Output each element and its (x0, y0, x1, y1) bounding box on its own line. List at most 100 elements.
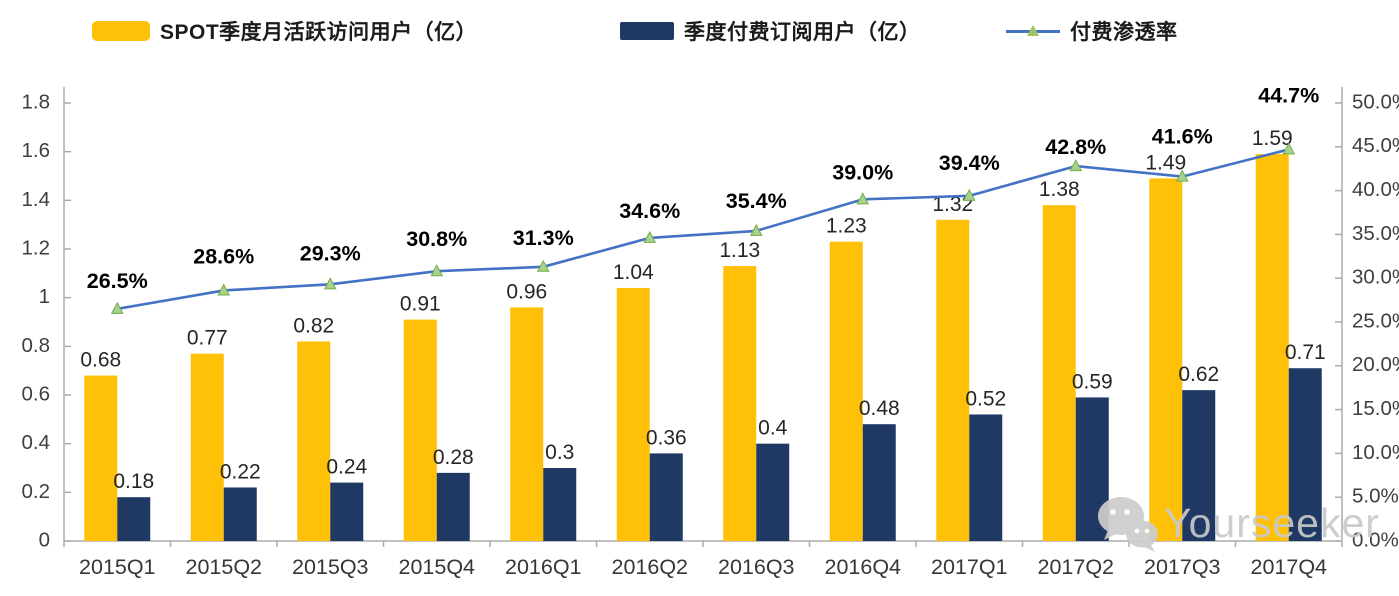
bar-subs (436, 472, 470, 541)
x-axis-category-label: 2015Q2 (185, 555, 262, 579)
bar-mau-value-label: 1.23 (826, 215, 867, 238)
bar-subs (649, 453, 683, 541)
penetration-marker (110, 301, 124, 314)
left-axis-tick-label: 1.8 (22, 90, 51, 113)
bar-subs-value-label: 0.62 (1178, 363, 1219, 386)
bar-mau (1042, 205, 1076, 541)
penetration-pct-label: 29.3% (300, 241, 361, 265)
legend-item-subs: 季度付费订阅用户（亿） (620, 16, 921, 46)
x-axis-category-label: 2016Q2 (611, 555, 688, 579)
penetration-marker (1282, 142, 1296, 155)
bar-subs (117, 497, 151, 541)
bar-mau-value-label: 0.82 (293, 314, 334, 337)
bar-mau (84, 375, 118, 541)
penetration-pct-label: 30.8% (406, 227, 467, 251)
legend-label-mau: SPOT季度月活跃访问用户（亿） (160, 21, 478, 44)
bar-mau-value-label: 1.59 (1252, 127, 1293, 150)
legend-label-penetration: 付费渗透率 (1070, 21, 1178, 44)
legend-triangle-marker-icon (1027, 25, 1039, 36)
bar-mau-value-label: 0.91 (400, 293, 441, 316)
legend-swatch-subs-bar (620, 22, 674, 40)
penetration-pct-label: 41.6% (1152, 125, 1213, 149)
bar-mau (936, 219, 970, 542)
bar-subs (543, 468, 577, 541)
legend-label-subs: 季度付费订阅用户（亿） (684, 21, 921, 44)
bar-mau (616, 287, 650, 541)
penetration-marker (643, 230, 657, 243)
left-axis-tick-label: 0.8 (22, 334, 51, 357)
x-axis-category-label: 2017Q1 (931, 555, 1008, 579)
penetration-pct-label: 35.4% (726, 189, 787, 213)
bar-subs (1288, 368, 1322, 541)
penetration-pct-label: 26.5% (87, 269, 148, 293)
bar-mau (190, 353, 224, 541)
bar-mau (723, 266, 757, 541)
right-axis-tick-label: 30.0% (1352, 266, 1399, 289)
right-axis-tick-label: 5.0% (1352, 485, 1399, 508)
right-axis-tick-label: 45.0% (1352, 134, 1399, 157)
left-axis-tick-label: 1.4 (22, 188, 51, 211)
bar-subs-value-label: 0.28 (433, 446, 474, 469)
bar-subs (756, 443, 790, 541)
x-axis-category-label: 2016Q1 (505, 555, 582, 579)
penetration-marker (749, 223, 763, 236)
bar-subs-value-label: 0.3 (545, 441, 574, 464)
bar-subs (330, 482, 364, 541)
left-axis-tick-label: 0.6 (22, 382, 51, 405)
bar-mau (403, 319, 437, 541)
right-axis-tick-label: 25.0% (1352, 309, 1399, 332)
bar-subs (1182, 390, 1216, 541)
penetration-pct-label: 34.6% (619, 199, 680, 223)
penetration-marker (217, 283, 231, 296)
left-axis-tick-label: 0 (39, 528, 50, 551)
right-axis-tick-label: 20.0% (1352, 353, 1399, 376)
bar-mau-value-label: 1.32 (932, 193, 973, 216)
penetration-marker (1069, 158, 1083, 172)
bar-subs-value-label: 0.36 (646, 426, 687, 449)
bar-subs (969, 414, 1003, 541)
penetration-pct-label: 39.4% (939, 151, 1000, 175)
x-axis-category-label: 2015Q1 (79, 555, 156, 579)
bar-subs (223, 487, 257, 541)
penetration-marker (962, 188, 976, 201)
penetration-marker (323, 277, 337, 290)
right-axis-tick-label: 15.0% (1352, 397, 1399, 420)
bar-subs-value-label: 0.71 (1285, 341, 1326, 364)
right-axis-tick-label: 35.0% (1352, 222, 1399, 245)
right-axis-tick-label: 40.0% (1352, 178, 1399, 201)
penetration-line (117, 148, 1290, 311)
bar-subs-value-label: 0.22 (220, 460, 261, 483)
bar-mau-value-label: 0.96 (506, 280, 547, 303)
bar-mau (1149, 178, 1183, 541)
x-axis-category-label: 2015Q3 (292, 555, 369, 579)
x-axis-category-label: 2016Q4 (824, 555, 901, 579)
legend-swatch-line (1006, 24, 1060, 38)
bar-subs-value-label: 0.48 (859, 397, 900, 420)
bar-subs-value-label: 0.24 (326, 456, 367, 479)
left-axis-tick-label: 1.6 (22, 139, 51, 162)
penetration-pct-label: 39.0% (832, 160, 893, 184)
bar-mau-value-label: 1.04 (613, 261, 654, 284)
penetration-pct-label: 42.8% (1045, 135, 1106, 159)
bar-subs (862, 424, 896, 541)
bar-subs-value-label: 0.59 (1072, 370, 1113, 393)
right-axis-tick-label: 50.0% (1352, 90, 1399, 113)
bar-subs-value-label: 0.4 (758, 417, 788, 440)
x-axis-category-label: 2017Q4 (1250, 555, 1327, 579)
legend-swatch-mau-bar (92, 21, 150, 41)
bar-mau (510, 307, 544, 541)
bar-mau-value-label: 0.68 (80, 349, 121, 372)
left-axis-tick-label: 1 (39, 285, 50, 308)
right-axis-tick-label: 10.0% (1352, 441, 1399, 464)
penetration-marker (1175, 169, 1189, 182)
penetration-marker (856, 192, 870, 205)
bar-mau (829, 241, 863, 541)
bar-mau-value-label: 0.77 (187, 327, 228, 350)
bar-mau (297, 341, 331, 541)
bar-mau-value-label: 1.13 (719, 239, 760, 262)
penetration-marker (430, 264, 444, 277)
right-axis-tick-label: 0.0% (1352, 528, 1399, 551)
penetration-pct-label: 28.6% (193, 244, 254, 268)
